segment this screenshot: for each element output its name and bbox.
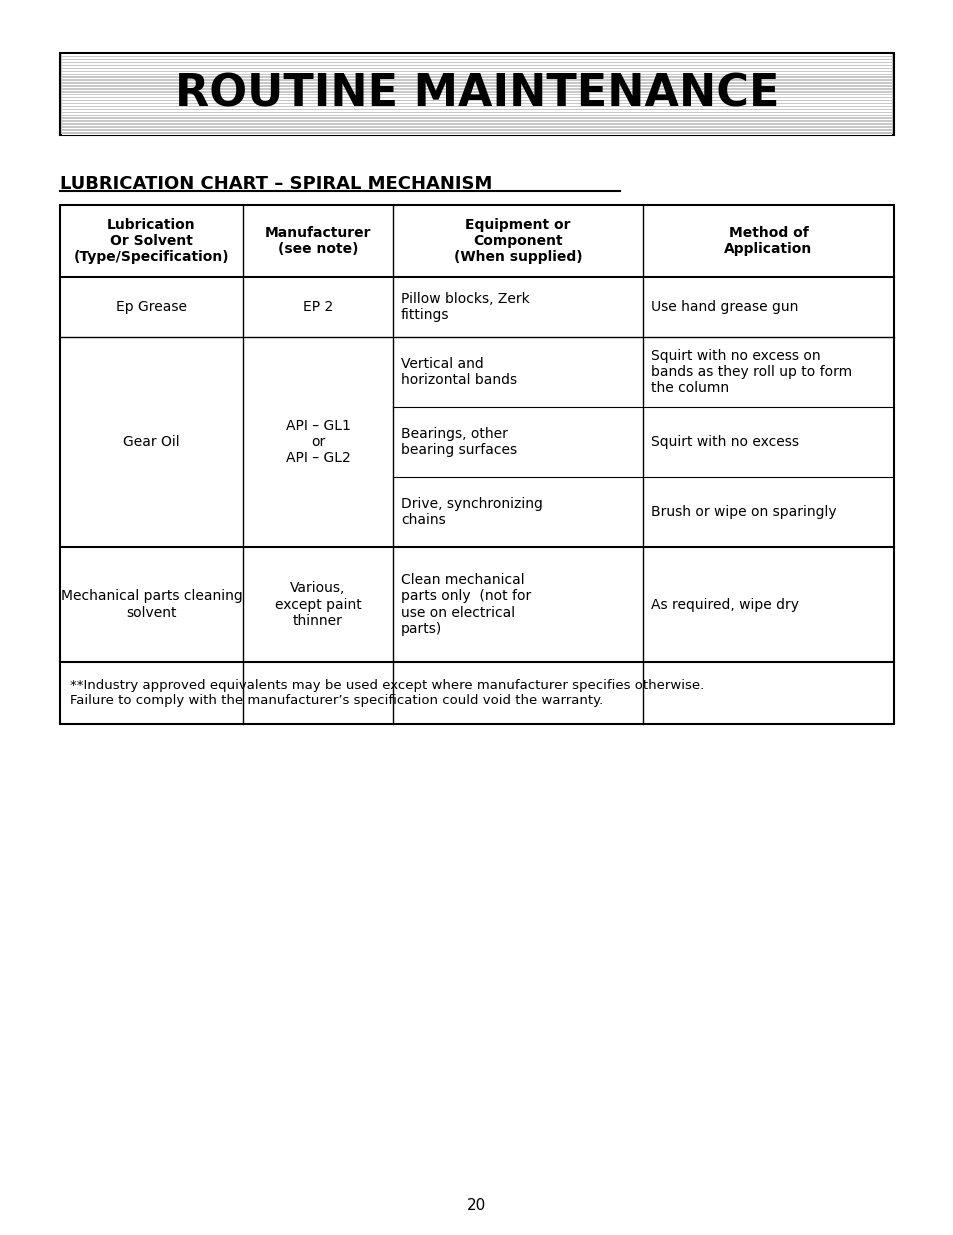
Bar <box>61 104 892 106</box>
Text: ROUTINE MAINTENANCE: ROUTINE MAINTENANCE <box>174 73 779 116</box>
Bar <box>61 90 892 91</box>
Bar <box>61 57 892 59</box>
Bar <box>61 127 892 130</box>
Bar <box>61 86 892 88</box>
Text: Bearings, other
bearing surfaces: Bearings, other bearing surfaces <box>400 427 517 457</box>
Text: EP 2: EP 2 <box>302 300 333 314</box>
Text: Clean mechanical
parts only  (not for
use on electrical
parts): Clean mechanical parts only (not for use… <box>400 573 531 636</box>
Text: Equipment or
Component
(When supplied): Equipment or Component (When supplied) <box>454 217 581 264</box>
Text: Various,
except paint
thinner: Various, except paint thinner <box>274 582 361 627</box>
Bar <box>61 125 892 126</box>
Bar <box>61 61 892 62</box>
Bar <box>61 63 892 64</box>
Text: Vertical and
horizontal bands: Vertical and horizontal bands <box>400 357 517 387</box>
Text: Gear Oil: Gear Oil <box>123 435 179 450</box>
Text: Manufacturer
(see note): Manufacturer (see note) <box>265 226 371 256</box>
Bar <box>61 110 892 111</box>
Text: Use hand grease gun: Use hand grease gun <box>650 300 798 314</box>
Bar <box>61 67 892 68</box>
Text: Mechanical parts cleaning
solvent: Mechanical parts cleaning solvent <box>61 589 242 620</box>
Text: API – GL1
or
API – GL2: API – GL1 or API – GL2 <box>285 419 350 466</box>
Text: LUBRICATION CHART – SPIRAL MECHANISM: LUBRICATION CHART – SPIRAL MECHANISM <box>60 175 492 193</box>
Bar <box>61 122 892 124</box>
Text: Pillow blocks, Zerk
fittings: Pillow blocks, Zerk fittings <box>400 291 529 322</box>
Text: Brush or wipe on sparingly: Brush or wipe on sparingly <box>650 505 836 519</box>
Text: Squirt with no excess: Squirt with no excess <box>650 435 799 450</box>
Bar <box>61 78 892 79</box>
Bar <box>61 95 892 96</box>
Bar <box>61 93 892 94</box>
Bar <box>61 54 892 56</box>
Bar <box>61 119 892 120</box>
Text: Method of
Application: Method of Application <box>723 226 812 256</box>
Bar <box>61 69 892 70</box>
Bar <box>61 101 892 103</box>
Text: As required, wipe dry: As required, wipe dry <box>650 598 799 611</box>
Bar <box>61 133 892 135</box>
Text: Squirt with no excess on
bands as they roll up to form
the column: Squirt with no excess on bands as they r… <box>650 348 851 395</box>
Bar <box>61 131 892 132</box>
Bar <box>61 114 892 115</box>
Text: Ep Grease: Ep Grease <box>116 300 187 314</box>
Bar <box>61 80 892 83</box>
Text: **Industry approved equivalents may be used except where manufacturer specifies : **Industry approved equivalents may be u… <box>70 679 703 706</box>
Bar <box>60 53 893 135</box>
Bar <box>61 75 892 77</box>
Bar <box>61 72 892 74</box>
Bar <box>61 116 892 117</box>
Text: Drive, synchronizing
chains: Drive, synchronizing chains <box>400 496 542 527</box>
Text: 20: 20 <box>467 1198 486 1213</box>
Bar <box>61 107 892 109</box>
Text: Lubrication
Or Solvent
(Type/Specification): Lubrication Or Solvent (Type/Specificati… <box>73 217 229 264</box>
Bar <box>60 205 893 724</box>
Bar <box>61 99 892 100</box>
Bar <box>61 84 892 85</box>
